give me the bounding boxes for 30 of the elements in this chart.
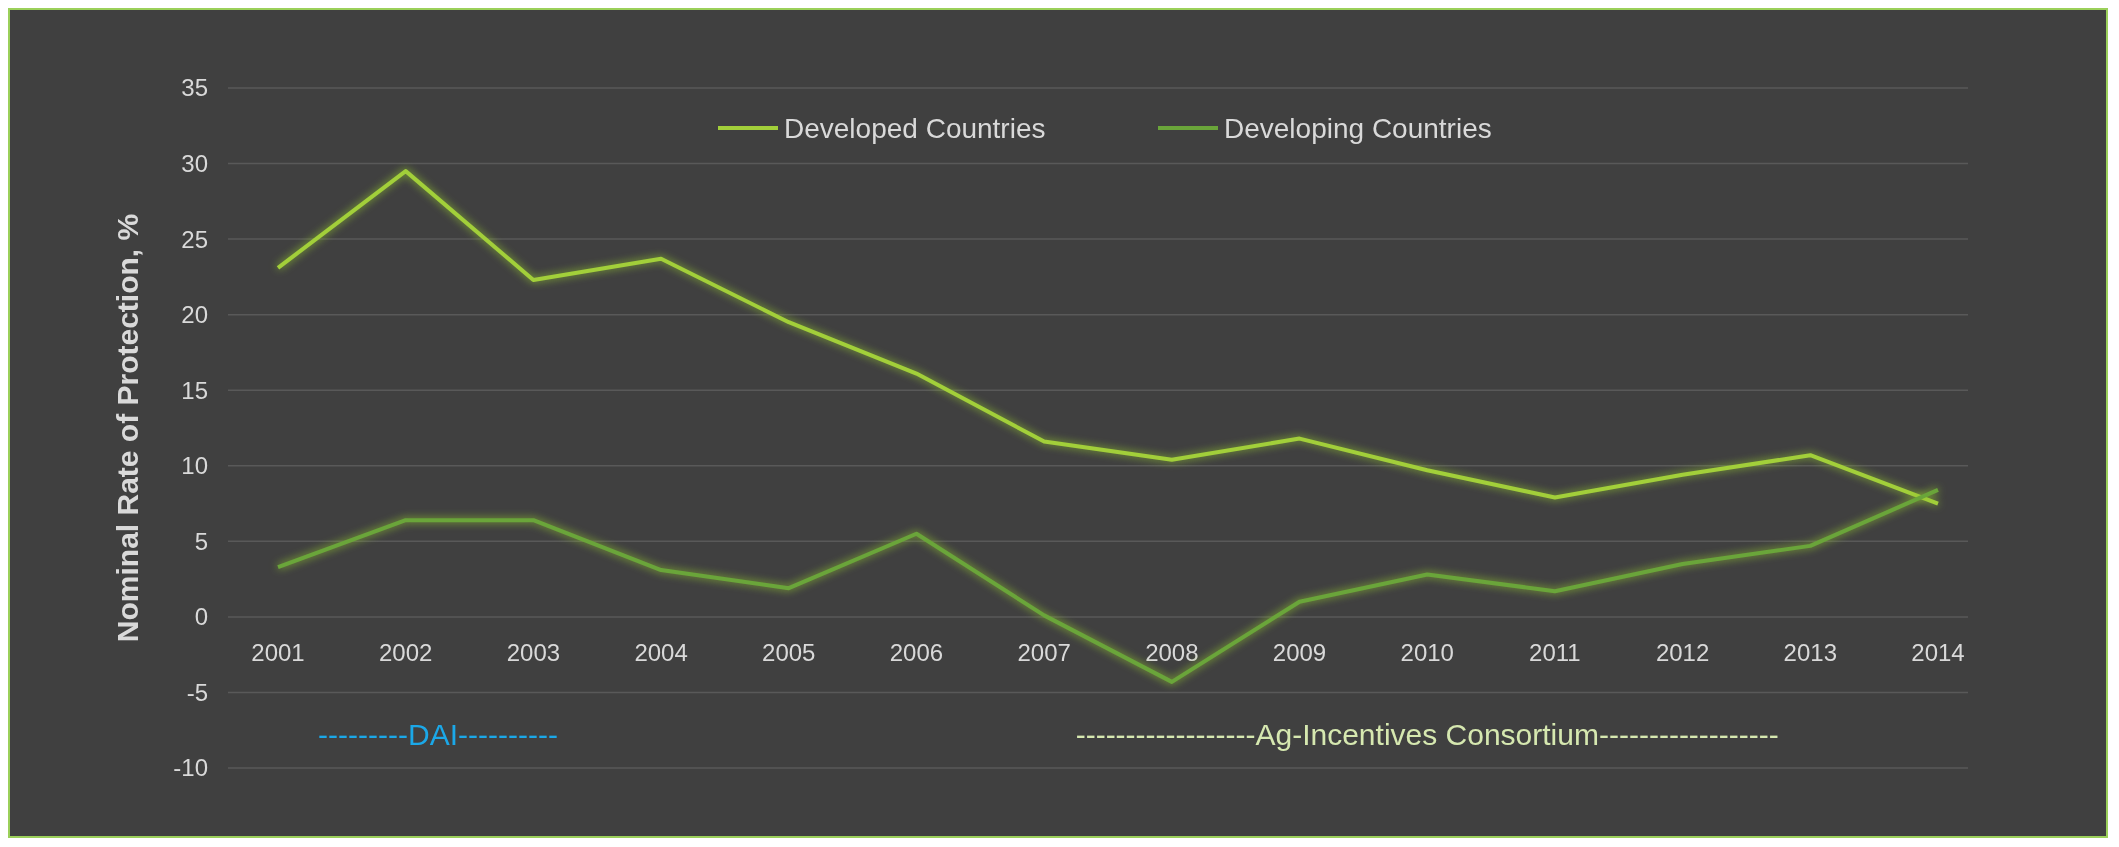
- y-tick-label: 30: [181, 149, 208, 177]
- y-tick-label: 25: [181, 225, 208, 253]
- x-tick-label: 2006: [889, 638, 944, 666]
- x-tick-label: 2004: [634, 638, 688, 666]
- x-tick-label: 2013: [1783, 638, 1837, 666]
- y-tick-label: 35: [181, 74, 208, 102]
- y-tick-label: 5: [194, 527, 208, 555]
- x-tick-label: 2003: [506, 638, 561, 666]
- x-tick-label: 2008: [1145, 638, 1199, 666]
- x-tick-label: 2005: [762, 638, 816, 666]
- x-tick-label: 2009: [1272, 638, 1327, 666]
- y-tick-label: 0: [194, 603, 208, 631]
- x-tick-label: 2014: [1911, 638, 1965, 666]
- y-tick-label: 15: [181, 376, 208, 404]
- x-tick-label: 2012: [1655, 638, 1710, 666]
- y-tick-label: 20: [181, 301, 208, 329]
- legend-label: Developing Countries: [1224, 112, 1492, 144]
- x-tick-label: 2007: [1017, 638, 1071, 666]
- y-tick-label: -10: [173, 754, 208, 782]
- x-tick-label: 2002: [379, 638, 433, 666]
- annotation: ---------DAI----------: [318, 718, 558, 752]
- y-tick-label: 10: [181, 452, 208, 480]
- x-tick-label: 2001: [251, 638, 305, 666]
- x-tick-label: 2010: [1400, 638, 1454, 666]
- y-tick-label: -5: [186, 678, 208, 706]
- legend-label: Developed Countries: [784, 112, 1046, 144]
- y-axis-title: Nominal Rate of Protection, %: [111, 213, 144, 643]
- x-tick-label: 2011: [1529, 638, 1581, 666]
- line-series: [276, 169, 1940, 506]
- annotation: ------------------Ag-Incentives Consortium------------------: [1075, 718, 1779, 752]
